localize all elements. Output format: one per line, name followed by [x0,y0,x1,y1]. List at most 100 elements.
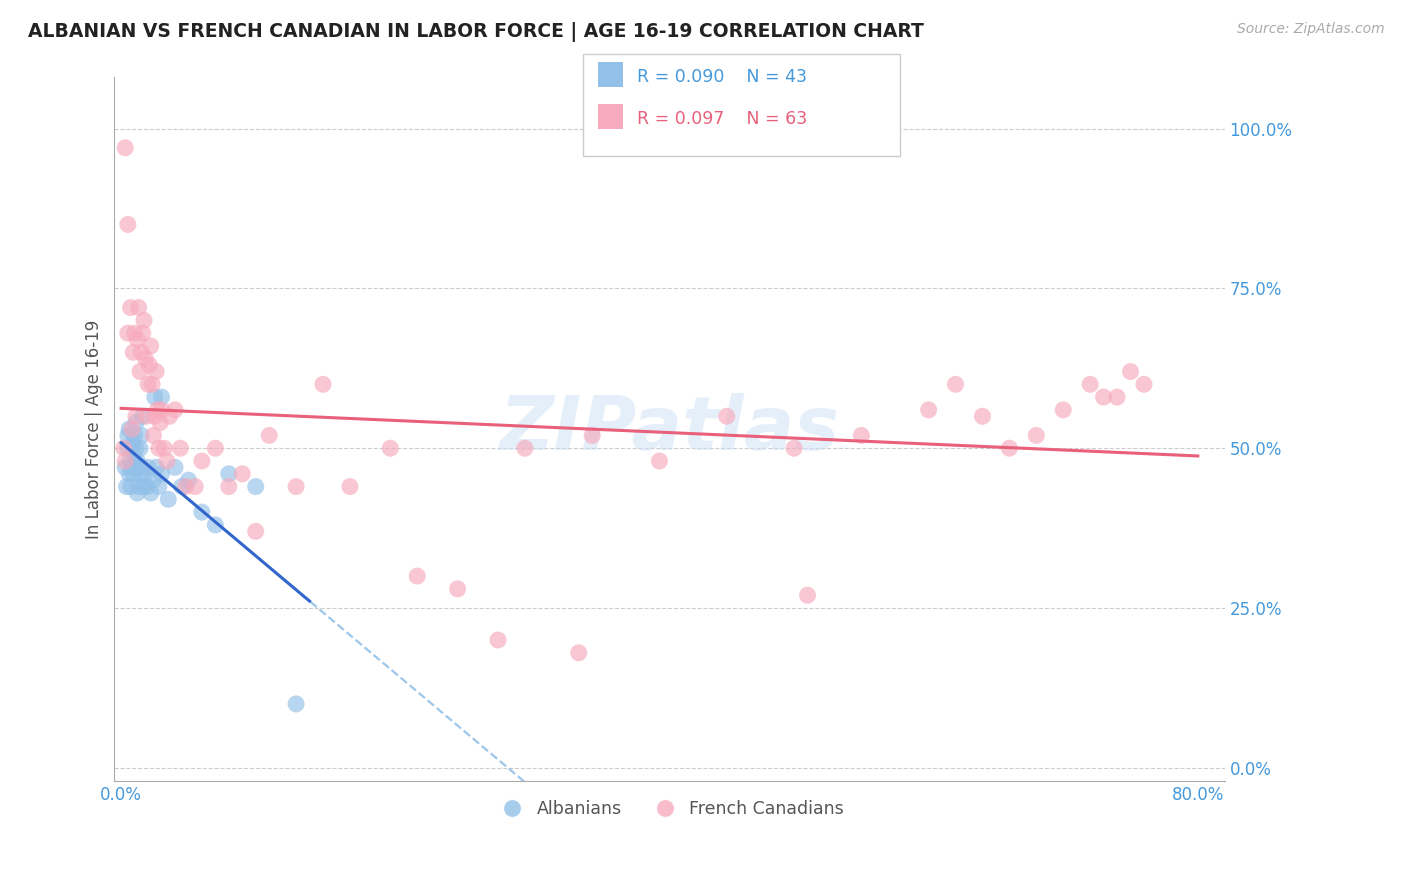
Point [783,441,806,455]
Point [129,364,152,378]
Point [568,646,591,660]
Point [150,467,173,481]
Point [129,441,152,455]
Point [131,345,153,359]
Point [153,441,176,455]
Point [125,416,148,430]
Point [159,409,181,424]
Point [204,441,226,455]
Point [141,377,163,392]
Point [1052,402,1074,417]
Point [581,428,603,442]
Point [170,479,193,493]
Point [120,454,142,468]
Point [648,454,671,468]
Point [128,479,150,493]
Point [120,479,142,493]
Point [1078,377,1101,392]
Point [115,479,138,493]
Point [118,467,141,481]
Point [231,467,253,481]
Point [257,428,280,442]
Point [134,467,156,481]
Point [150,390,173,404]
Point [218,467,240,481]
Point [149,416,172,430]
Point [406,569,429,583]
Point [139,339,162,353]
Point [122,434,145,449]
Point [245,479,267,493]
Point [122,467,145,481]
Point [121,441,143,455]
Point [191,505,214,519]
Point [218,479,240,493]
Point [131,409,153,424]
Point [127,333,149,347]
Y-axis label: In Labor Force | Age 16-19: In Labor Force | Age 16-19 [86,319,103,539]
Point [114,460,136,475]
Point [285,479,308,493]
Point [120,301,142,315]
Point [177,473,200,487]
Point [945,377,967,392]
Point [132,479,155,493]
Point [136,377,159,392]
Point [131,326,153,340]
Point [184,479,207,493]
Point [716,409,738,424]
Point [128,301,150,315]
Point [191,454,214,468]
Point [127,454,149,468]
Point [204,517,226,532]
Point [851,428,873,442]
Point [245,524,267,539]
Point [169,441,191,455]
Point [1025,428,1047,442]
Point [148,479,170,493]
Point [121,422,143,436]
Point [122,345,145,359]
Point [163,402,186,417]
Point [446,582,468,596]
Point [486,632,509,647]
Point [796,588,818,602]
Point [134,351,156,366]
Point [112,441,135,455]
Point [312,377,335,392]
Point [998,441,1021,455]
Point [128,460,150,475]
Text: Source: ZipAtlas.com: Source: ZipAtlas.com [1237,22,1385,37]
Point [124,454,146,468]
Point [163,460,186,475]
Point [131,460,153,475]
Point [285,697,308,711]
Point [114,454,136,468]
Point [174,479,197,493]
Point [1105,390,1128,404]
Point [131,428,153,442]
Point [156,454,179,468]
Point [1092,390,1115,404]
Point [117,441,139,455]
Point [145,364,167,378]
Point [1119,364,1142,378]
Point [150,402,173,417]
Point [513,441,536,455]
Point [146,402,169,417]
Point [125,409,148,424]
Point [124,326,146,340]
Point [114,141,136,155]
Point [139,486,162,500]
Point [117,218,139,232]
Point [136,460,159,475]
Point [117,428,139,442]
Point [135,409,157,424]
Point [135,479,157,493]
Point [132,313,155,327]
Point [142,473,165,487]
Point [917,402,939,417]
Point [143,390,166,404]
Point [972,409,994,424]
Point [143,409,166,424]
